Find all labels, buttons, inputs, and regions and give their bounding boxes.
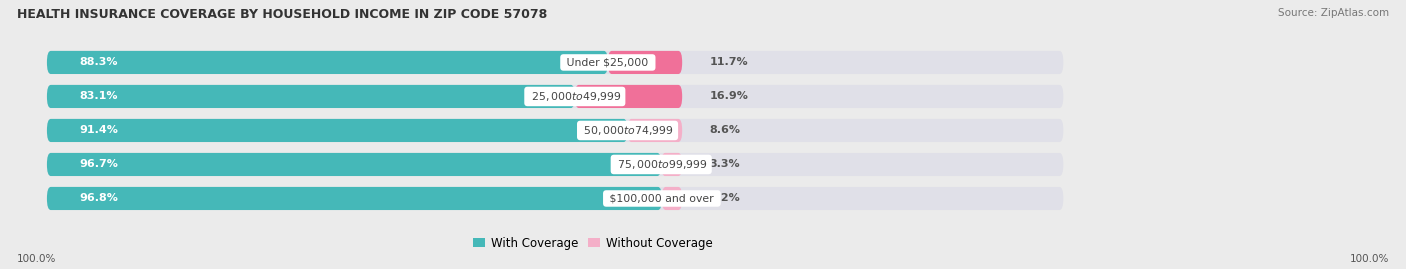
Text: 88.3%: 88.3% (80, 58, 118, 68)
FancyBboxPatch shape (46, 187, 662, 210)
FancyBboxPatch shape (46, 153, 661, 176)
Text: 91.4%: 91.4% (80, 125, 118, 136)
FancyBboxPatch shape (46, 85, 1063, 108)
Text: 11.7%: 11.7% (710, 58, 748, 68)
Text: 16.9%: 16.9% (710, 91, 748, 101)
FancyBboxPatch shape (627, 119, 682, 142)
Text: 96.8%: 96.8% (80, 193, 118, 203)
FancyBboxPatch shape (46, 187, 1063, 210)
FancyBboxPatch shape (46, 119, 627, 142)
Text: $25,000 to $49,999: $25,000 to $49,999 (527, 90, 621, 103)
Text: $75,000 to $99,999: $75,000 to $99,999 (614, 158, 709, 171)
FancyBboxPatch shape (607, 51, 682, 74)
Text: $100,000 and over: $100,000 and over (606, 193, 717, 203)
Text: 3.3%: 3.3% (710, 160, 740, 169)
Text: 96.7%: 96.7% (80, 160, 118, 169)
FancyBboxPatch shape (46, 85, 575, 108)
FancyBboxPatch shape (46, 51, 607, 74)
Text: Source: ZipAtlas.com: Source: ZipAtlas.com (1278, 8, 1389, 18)
FancyBboxPatch shape (661, 153, 682, 176)
FancyBboxPatch shape (662, 187, 682, 210)
FancyBboxPatch shape (46, 51, 1063, 74)
Text: Under $25,000: Under $25,000 (564, 58, 652, 68)
Legend: With Coverage, Without Coverage: With Coverage, Without Coverage (468, 232, 717, 254)
FancyBboxPatch shape (46, 119, 1063, 142)
Text: 8.6%: 8.6% (710, 125, 741, 136)
Text: 100.0%: 100.0% (1350, 254, 1389, 264)
FancyBboxPatch shape (46, 153, 1063, 176)
Text: HEALTH INSURANCE COVERAGE BY HOUSEHOLD INCOME IN ZIP CODE 57078: HEALTH INSURANCE COVERAGE BY HOUSEHOLD I… (17, 8, 547, 21)
Text: 83.1%: 83.1% (80, 91, 118, 101)
FancyBboxPatch shape (575, 85, 682, 108)
Text: 100.0%: 100.0% (17, 254, 56, 264)
Text: 3.2%: 3.2% (710, 193, 741, 203)
Text: $50,000 to $74,999: $50,000 to $74,999 (581, 124, 675, 137)
